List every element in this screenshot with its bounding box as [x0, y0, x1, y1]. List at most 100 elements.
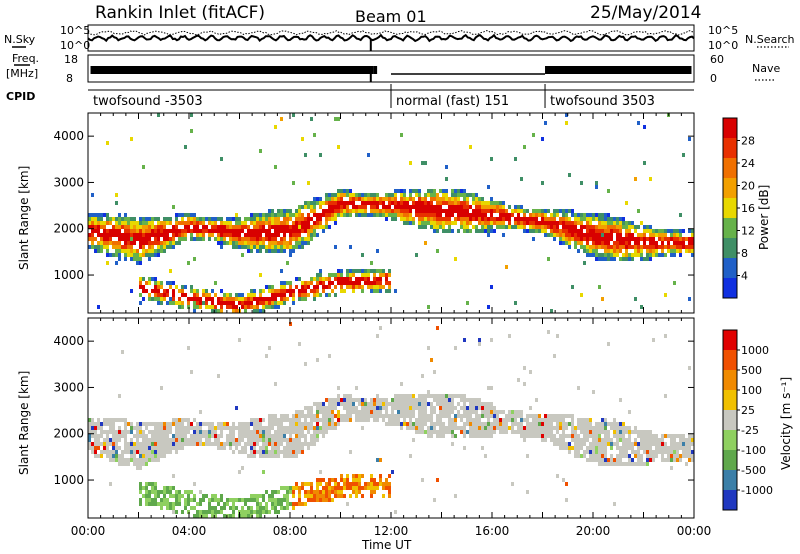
heat-cell — [370, 201, 373, 205]
heat-cell — [622, 430, 625, 434]
heat-cell — [205, 494, 208, 498]
heat-cell — [172, 474, 175, 478]
heat-cell — [562, 442, 565, 446]
heat-cell — [88, 434, 91, 438]
heat-cell — [289, 450, 292, 454]
velocity-ylabel: Slant Range [km] — [17, 371, 31, 475]
heat-cell — [538, 213, 541, 217]
heat-cell — [436, 249, 439, 253]
heat-cell — [361, 285, 364, 289]
heat-cell — [316, 402, 319, 406]
heat-cell — [301, 442, 304, 446]
heat-cell — [478, 414, 481, 418]
heat-cell — [289, 213, 292, 217]
heat-cell — [448, 201, 451, 205]
heat-cell — [169, 506, 172, 510]
heat-cell — [283, 221, 286, 225]
left-top-tick: 10^5 — [60, 24, 90, 37]
heat-cell — [157, 289, 160, 293]
heat-cell — [178, 434, 181, 438]
heat-cell — [139, 498, 142, 502]
heat-cell — [691, 458, 694, 462]
heat-cell — [226, 422, 229, 426]
heat-cell — [430, 225, 433, 229]
heat-cell — [400, 410, 403, 414]
heat-cell — [544, 422, 547, 426]
heat-cell — [184, 438, 187, 442]
heat-cell — [178, 418, 181, 422]
heat-cell — [424, 205, 427, 209]
heat-cell — [670, 466, 673, 470]
heat-cell — [391, 217, 394, 221]
heat-cell — [343, 277, 346, 281]
heat-cell — [646, 462, 649, 466]
heat-cell — [313, 197, 316, 201]
heat-cell — [550, 225, 553, 229]
heat-cell — [151, 490, 154, 494]
heat-cell — [106, 438, 109, 442]
heat-cell — [445, 213, 448, 217]
heat-cell — [571, 229, 574, 233]
heat-cell — [346, 213, 349, 217]
heat-cell — [157, 490, 160, 494]
heat-cell — [493, 426, 496, 430]
heat-cell — [127, 442, 130, 446]
heat-cell — [451, 406, 454, 410]
heat-cell — [379, 474, 382, 478]
heat-cell — [133, 237, 136, 241]
heat-cell — [460, 205, 463, 209]
heat-cell — [268, 442, 271, 446]
heat-cell — [661, 450, 664, 454]
heat-cell — [616, 430, 619, 434]
heat-cell — [148, 245, 151, 249]
heat-cell — [451, 410, 454, 414]
heat-cell — [334, 209, 337, 213]
heat-cell — [109, 482, 112, 486]
heat-cell — [130, 289, 133, 293]
heat-cell — [151, 482, 154, 486]
heat-cell — [88, 217, 91, 221]
heat-cell — [259, 237, 262, 241]
heat-cell — [163, 229, 166, 233]
heat-cell — [616, 462, 619, 466]
heat-cell — [349, 494, 352, 498]
heat-cell — [331, 406, 334, 410]
heat-cell — [598, 426, 601, 430]
heat-cell — [283, 229, 286, 233]
heat-cell — [577, 442, 580, 446]
heat-cell — [223, 293, 226, 297]
heat-cell — [172, 506, 175, 510]
heat-cell — [481, 213, 484, 217]
heat-cell — [157, 229, 160, 233]
heat-cell — [163, 430, 166, 434]
heat-cell — [529, 422, 532, 426]
heat-cell — [628, 446, 631, 450]
heat-cell — [199, 442, 202, 446]
velocity-colorbar-tick-label: -1000 — [741, 484, 773, 497]
heat-cell — [100, 442, 103, 446]
heat-cell — [682, 237, 685, 241]
heat-cell — [217, 241, 220, 245]
heat-cell — [592, 241, 595, 245]
heat-cell — [214, 225, 217, 229]
heat-cell — [421, 478, 424, 482]
heat-cell — [652, 241, 655, 245]
heat-cell — [331, 422, 334, 426]
heat-cell — [658, 233, 661, 237]
heat-cell — [328, 406, 331, 410]
heat-cell — [235, 217, 238, 221]
heat-cell — [649, 438, 652, 442]
heat-cell — [388, 285, 391, 289]
heat-cell — [253, 305, 256, 309]
heat-cell — [385, 193, 388, 197]
heat-cell — [247, 510, 250, 514]
heat-cell — [442, 406, 445, 410]
heat-cell — [391, 418, 394, 422]
heat-cell — [151, 430, 154, 434]
heat-cell — [265, 297, 268, 301]
heat-cell — [640, 462, 643, 466]
heat-cell — [292, 494, 295, 498]
heat-cell — [328, 354, 331, 358]
heat-cell — [664, 233, 667, 237]
